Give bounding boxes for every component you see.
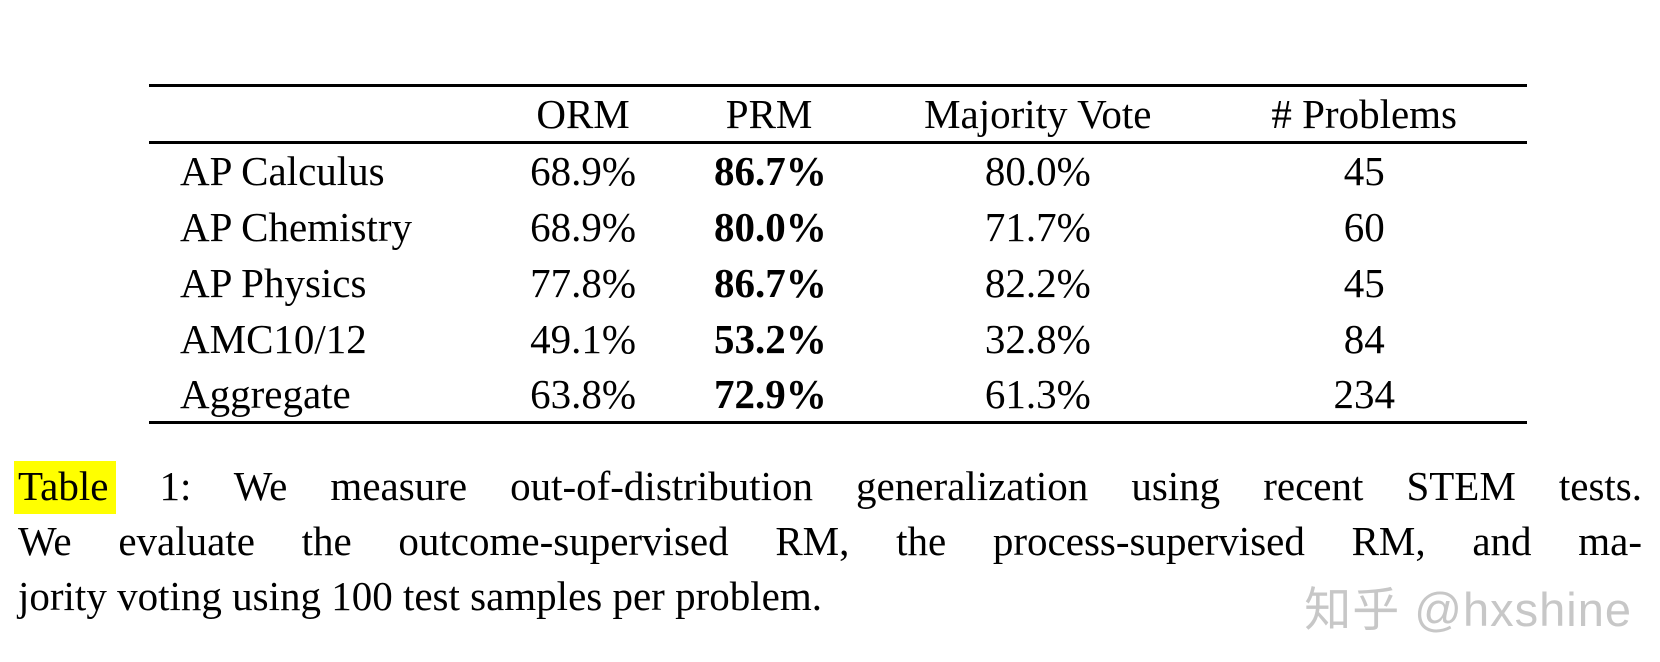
caption-line-3: jority voting using 100 test samples per… <box>18 573 822 619</box>
table-caption: Table 1: We measure out-of-distribution … <box>14 459 1642 624</box>
table-row-ap-calculus: AP Calculus 68.9% 86.7% 80.0% 45 <box>149 143 1527 199</box>
column-header-prm: PRM <box>713 85 825 144</box>
table-row-amc10-12: AMC10/12 49.1% 53.2% 32.8% 84 <box>149 311 1527 367</box>
column-header-empty <box>149 85 453 144</box>
cell-label: AP Physics <box>180 259 367 306</box>
column-header-num-problems: # Problems <box>1251 85 1527 144</box>
cell-num-problems: 60 <box>1343 203 1385 250</box>
cell-majority-vote: 61.3% <box>984 370 1091 417</box>
cell-label: AP Chemistry <box>180 203 412 250</box>
caption-line-1-rest: 1: We measure out-of-distribution genera… <box>116 463 1642 509</box>
cell-orm: 68.9% <box>530 148 637 195</box>
cell-prm: 86.7% <box>713 148 827 195</box>
cell-orm: 68.9% <box>530 203 637 250</box>
cell-majority-vote: 80.0% <box>984 148 1091 195</box>
cell-orm: 63.8% <box>530 370 637 417</box>
cell-prm: 80.0% <box>713 203 827 250</box>
cell-num-problems: 45 <box>1343 259 1385 306</box>
watermark: 知乎 @hxshine <box>1304 583 1632 636</box>
cell-prm: 53.2% <box>713 315 827 362</box>
column-header-orm: ORM <box>452 85 714 144</box>
cell-majority-vote: 82.2% <box>984 259 1091 306</box>
header-row: ORM PRM Majority Vote # Problems <box>149 85 1527 144</box>
column-header-majority-vote: Majority Vote <box>824 85 1252 144</box>
cell-prm: 86.7% <box>713 259 827 306</box>
cell-label: Aggregate <box>180 370 351 417</box>
results-table: ORM PRM Majority Vote # Problems AP Calc… <box>149 84 1527 424</box>
cell-orm: 49.1% <box>530 315 637 362</box>
cell-majority-vote: 71.7% <box>984 203 1091 250</box>
cell-num-problems: 234 <box>1333 370 1395 417</box>
cell-num-problems: 84 <box>1343 315 1385 362</box>
caption-highlight-table: Table <box>14 461 117 514</box>
caption-line-1: Table 1: We measure out-of-distribution … <box>14 459 1642 514</box>
caption-line-2: We evaluate the outcome-supervised RM, t… <box>18 518 1642 564</box>
cell-orm: 77.8% <box>530 259 637 306</box>
table-row-ap-chemistry: AP Chemistry 68.9% 80.0% 71.7% 60 <box>149 199 1527 255</box>
cell-label: AP Calculus <box>180 148 385 195</box>
table-row-aggregate: Aggregate 63.8% 72.9% 61.3% 234 <box>149 367 1527 423</box>
table-row-ap-physics: AP Physics 77.8% 86.7% 82.2% 45 <box>149 255 1527 311</box>
cell-majority-vote: 32.8% <box>984 315 1091 362</box>
cell-label: AMC10/12 <box>180 315 367 362</box>
cell-num-problems: 45 <box>1343 148 1385 195</box>
cell-prm: 72.9% <box>713 370 827 417</box>
